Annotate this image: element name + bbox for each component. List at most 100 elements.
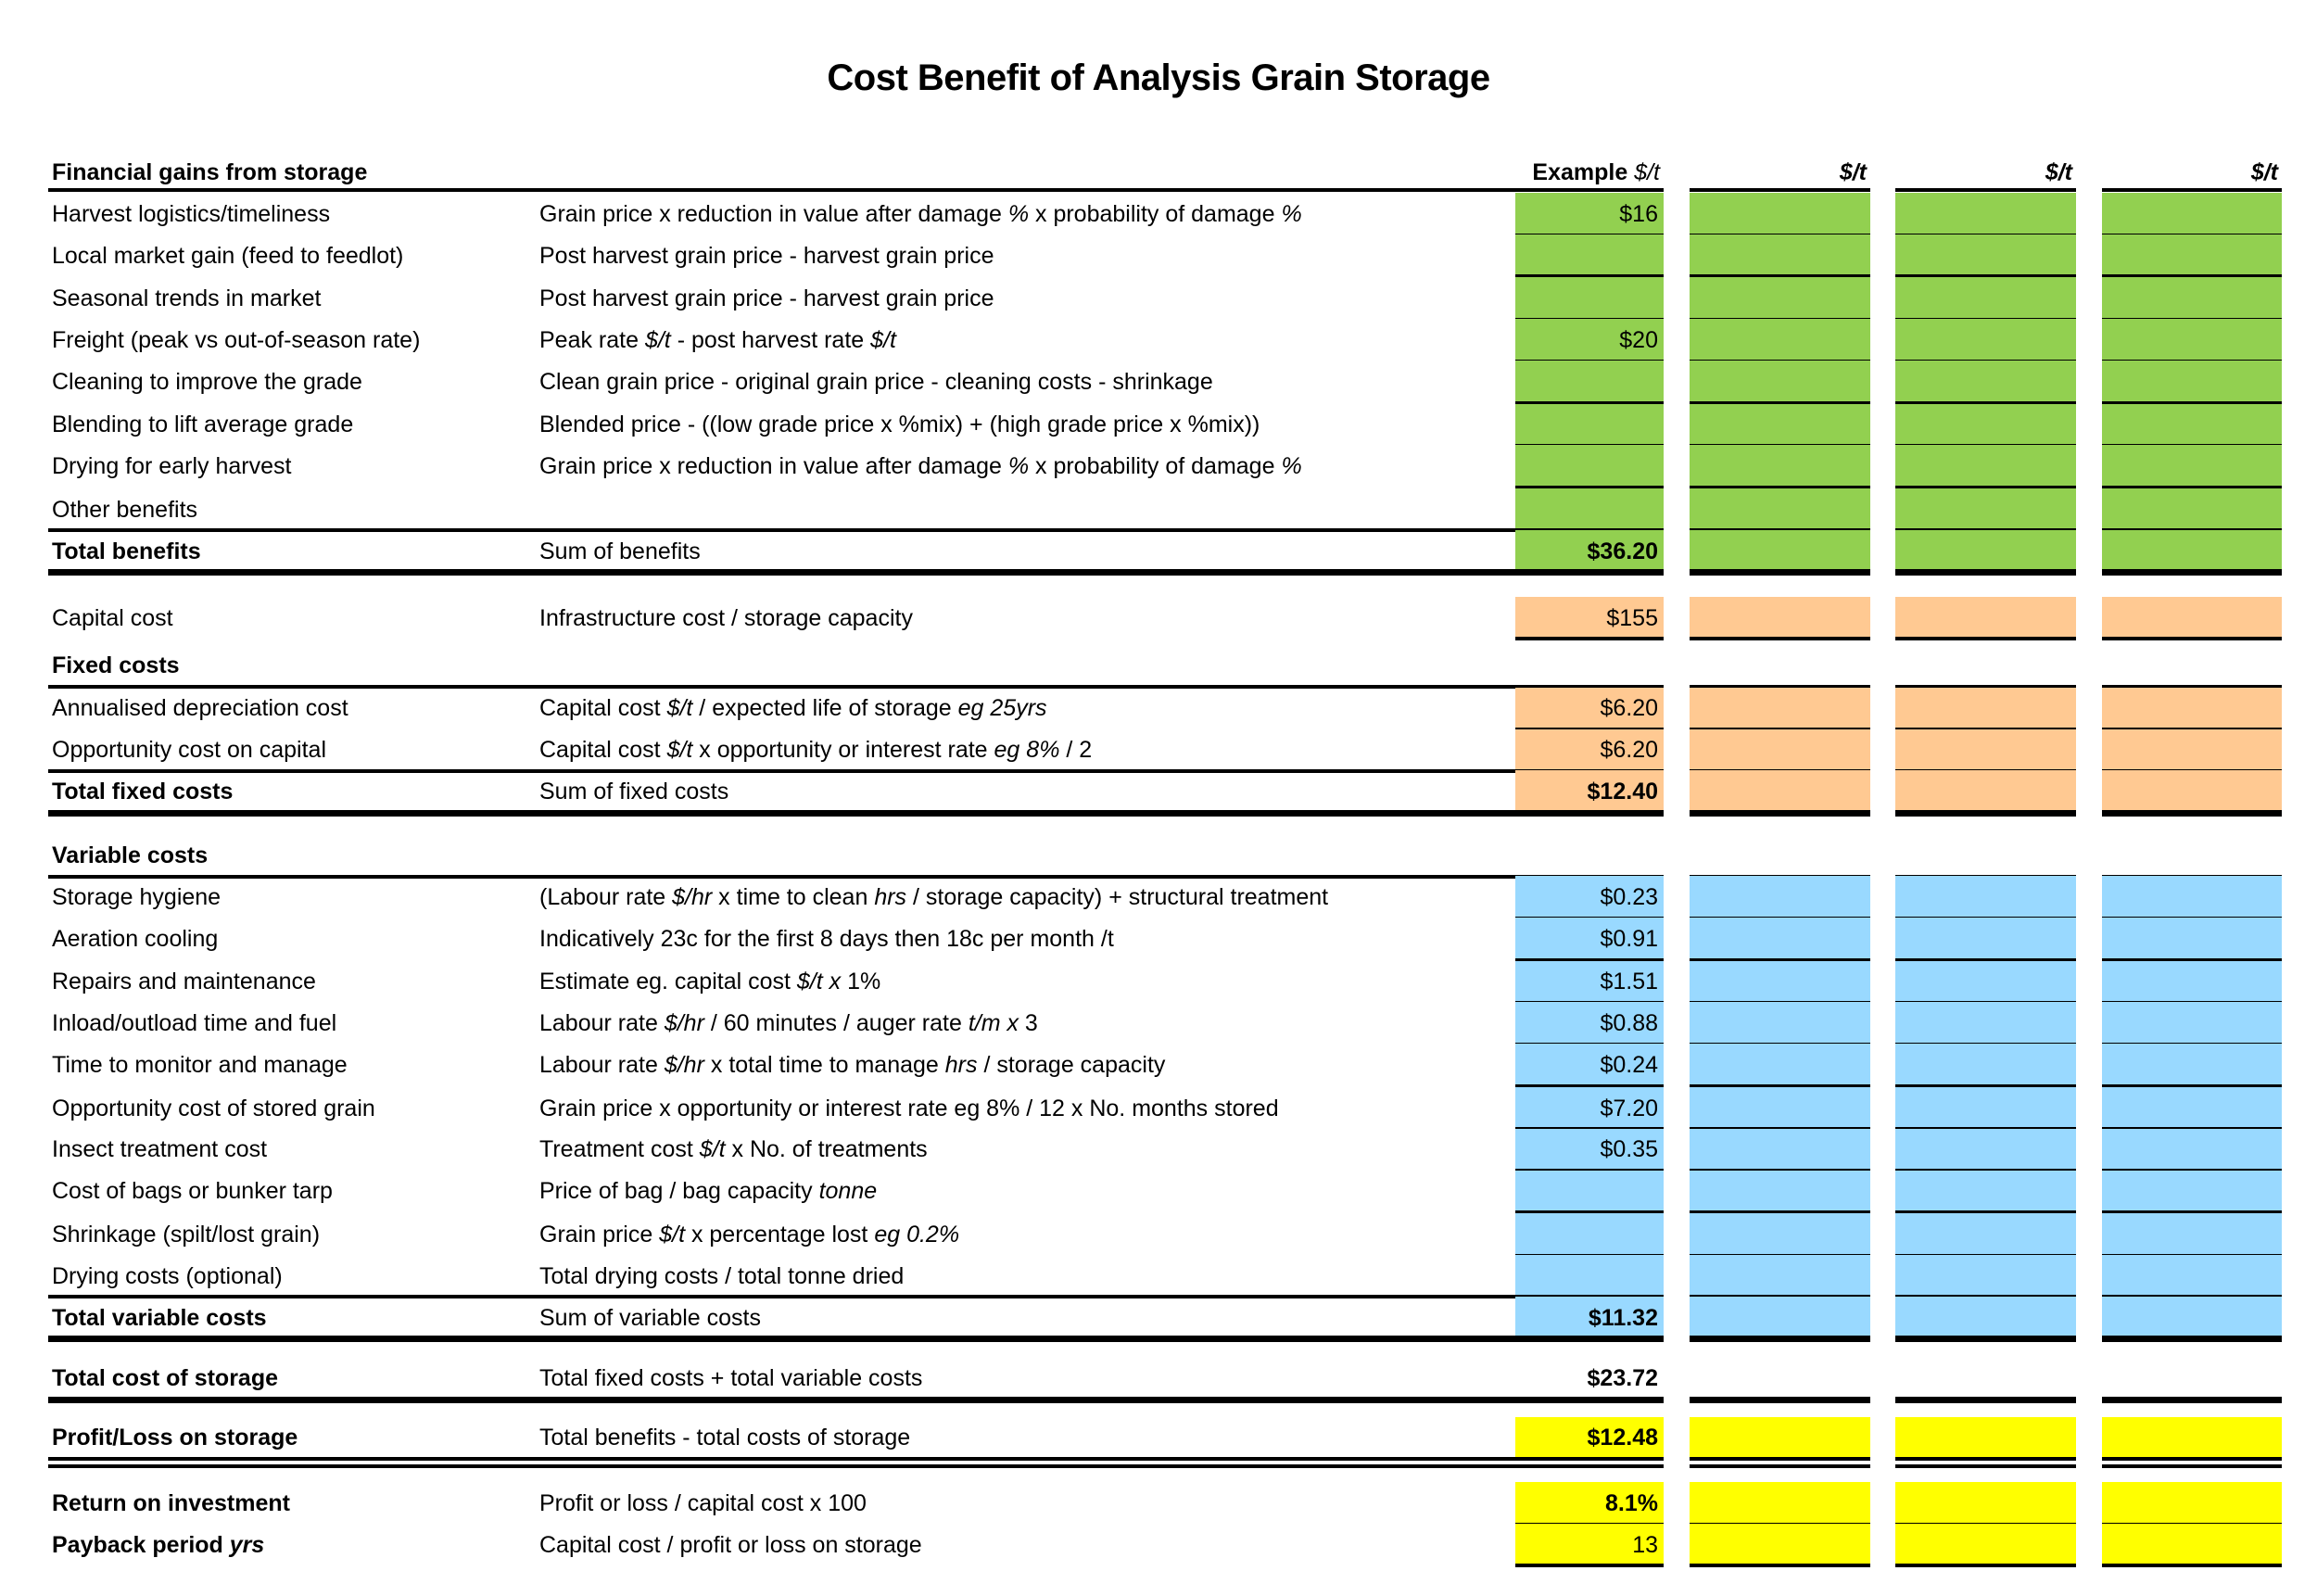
example-value-seasonal-trends-in-market[interactable] <box>1515 277 1658 320</box>
value-col2-profit-loss-on-storage[interactable] <box>1690 1416 1865 1459</box>
value-col4-inload-outload-time-and-fuel[interactable] <box>2102 1002 2276 1045</box>
value-col3-payback-period-yrs[interactable] <box>1895 1524 2070 1566</box>
value-col2-total-cost-of-storage[interactable] <box>1690 1357 1865 1400</box>
value-col2-local-market-gain-feed-to-feedlot[interactable] <box>1690 234 1865 277</box>
example-value-inload-outload-time-and-fuel[interactable]: $0.88 <box>1600 1010 1658 1037</box>
value-col2-return-on-investment[interactable] <box>1690 1482 1865 1525</box>
value-col2-annualised-depreciation-cost[interactable] <box>1690 687 1865 729</box>
value-col3-annualised-depreciation-cost[interactable] <box>1895 687 2070 729</box>
value-col3-profit-loss-on-storage[interactable] <box>1895 1416 2070 1459</box>
value-col2-other-benefits[interactable] <box>1690 488 1865 531</box>
example-value-drying-costs-optional[interactable] <box>1515 1255 1658 1298</box>
example-value-time-to-monitor-and-manage[interactable]: $0.24 <box>1600 1052 1658 1079</box>
value-col2-blending-to-lift-average-grade[interactable] <box>1690 403 1865 446</box>
value-col2-payback-period-yrs[interactable] <box>1690 1524 1865 1566</box>
value-col3-shrinkage-spilt-lost-grain[interactable] <box>1895 1213 2070 1256</box>
value-col3-inload-outload-time-and-fuel[interactable] <box>1895 1002 2070 1045</box>
value-col3-opportunity-cost-of-stored-grain[interactable] <box>1895 1087 2070 1130</box>
value-col3-time-to-monitor-and-manage[interactable] <box>1895 1044 2070 1086</box>
value-col3-local-market-gain-feed-to-feedlot[interactable] <box>1895 234 2070 277</box>
value-col3-drying-costs-optional[interactable] <box>1895 1255 2070 1298</box>
value-col4-total-benefits[interactable] <box>2102 530 2276 573</box>
value-col2-cost-of-bags-or-bunker-tarp[interactable] <box>1690 1170 1865 1212</box>
value-col4-capital-cost[interactable] <box>2102 597 2276 640</box>
value-col2-total-benefits[interactable] <box>1690 530 1865 573</box>
value-col4-total-cost-of-storage[interactable] <box>2102 1357 2276 1400</box>
example-value-cost-of-bags-or-bunker-tarp[interactable] <box>1515 1170 1658 1212</box>
value-col4-other-benefits[interactable] <box>2102 488 2276 531</box>
value-col4-shrinkage-spilt-lost-grain[interactable] <box>2102 1213 2276 1256</box>
example-value-profit-loss-on-storage[interactable]: $12.48 <box>1587 1425 1658 1451</box>
value-col2-shrinkage-spilt-lost-grain[interactable] <box>1690 1213 1865 1256</box>
value-col3-aeration-cooling[interactable] <box>1895 918 2070 960</box>
example-value-harvest-logistics-timeliness[interactable]: $16 <box>1619 200 1658 227</box>
value-col3-capital-cost[interactable] <box>1895 597 2070 640</box>
value-col4-total-variable-costs[interactable] <box>2102 1297 2276 1339</box>
value-col4-freight-peak-vs-out-of-season-rate[interactable] <box>2102 319 2276 361</box>
example-value-storage-hygiene[interactable]: $0.23 <box>1600 883 1658 910</box>
value-col4-blending-to-lift-average-grade[interactable] <box>2102 403 2276 446</box>
example-value-opportunity-cost-of-stored-grain[interactable]: $7.20 <box>1600 1095 1658 1121</box>
value-col3-other-benefits[interactable] <box>1895 488 2070 531</box>
example-value-drying-for-early-harvest[interactable] <box>1515 445 1658 488</box>
example-value-total-fixed-costs[interactable]: $12.40 <box>1587 779 1658 805</box>
value-col4-drying-for-early-harvest[interactable] <box>2102 445 2276 488</box>
example-value-cleaning-to-improve-the-grade[interactable] <box>1515 361 1658 403</box>
example-value-aeration-cooling[interactable]: $0.91 <box>1600 925 1658 952</box>
value-col4-insect-treatment-cost[interactable] <box>2102 1128 2276 1171</box>
value-col4-aeration-cooling[interactable] <box>2102 918 2276 960</box>
value-col3-opportunity-cost-on-capital[interactable] <box>1895 728 2070 771</box>
value-col4-cleaning-to-improve-the-grade[interactable] <box>2102 361 2276 403</box>
value-col2-repairs-and-maintenance[interactable] <box>1690 960 1865 1003</box>
value-col3-total-fixed-costs[interactable] <box>1895 770 2070 813</box>
value-col2-time-to-monitor-and-manage[interactable] <box>1690 1044 1865 1086</box>
value-col4-drying-costs-optional[interactable] <box>2102 1255 2276 1298</box>
example-value-opportunity-cost-on-capital[interactable]: $6.20 <box>1600 737 1658 764</box>
value-col3-return-on-investment[interactable] <box>1895 1482 2070 1525</box>
value-col4-local-market-gain-feed-to-feedlot[interactable] <box>2102 234 2276 277</box>
value-col2-drying-costs-optional[interactable] <box>1690 1255 1865 1298</box>
value-col3-total-benefits[interactable] <box>1895 530 2070 573</box>
example-value-blending-to-lift-average-grade[interactable] <box>1515 403 1658 446</box>
value-col2-freight-peak-vs-out-of-season-rate[interactable] <box>1690 319 1865 361</box>
value-col4-storage-hygiene[interactable] <box>2102 876 2276 918</box>
example-value-freight-peak-vs-out-of-season-rate[interactable]: $20 <box>1619 326 1658 353</box>
example-value-repairs-and-maintenance[interactable]: $1.51 <box>1600 969 1658 995</box>
value-col3-insect-treatment-cost[interactable] <box>1895 1128 2070 1171</box>
value-col3-blending-to-lift-average-grade[interactable] <box>1895 403 2070 446</box>
value-col4-total-fixed-costs[interactable] <box>2102 770 2276 813</box>
example-value-insect-treatment-cost[interactable]: $0.35 <box>1600 1136 1658 1163</box>
value-col3-seasonal-trends-in-market[interactable] <box>1895 277 2070 320</box>
value-col4-return-on-investment[interactable] <box>2102 1482 2276 1525</box>
example-value-annualised-depreciation-cost[interactable]: $6.20 <box>1600 695 1658 722</box>
value-col3-freight-peak-vs-out-of-season-rate[interactable] <box>1895 319 2070 361</box>
value-col3-cost-of-bags-or-bunker-tarp[interactable] <box>1895 1170 2070 1212</box>
value-col4-payback-period-yrs[interactable] <box>2102 1524 2276 1566</box>
example-value-other-benefits[interactable] <box>1515 488 1658 531</box>
value-col2-inload-outload-time-and-fuel[interactable] <box>1690 1002 1865 1045</box>
value-col2-cleaning-to-improve-the-grade[interactable] <box>1690 361 1865 403</box>
value-col3-cleaning-to-improve-the-grade[interactable] <box>1895 361 2070 403</box>
value-col2-opportunity-cost-of-stored-grain[interactable] <box>1690 1087 1865 1130</box>
example-value-total-variable-costs[interactable]: $11.32 <box>1588 1304 1658 1331</box>
value-col2-total-variable-costs[interactable] <box>1690 1297 1865 1339</box>
value-col4-harvest-logistics-timeliness[interactable] <box>2102 193 2276 235</box>
example-value-return-on-investment[interactable]: 8.1% <box>1605 1489 1658 1516</box>
value-col3-total-variable-costs[interactable] <box>1895 1297 2070 1339</box>
example-value-payback-period-yrs[interactable]: 13 <box>1632 1531 1658 1558</box>
example-value-total-cost-of-storage[interactable]: $23.72 <box>1587 1365 1658 1392</box>
value-col3-total-cost-of-storage[interactable] <box>1895 1357 2070 1400</box>
value-col2-insect-treatment-cost[interactable] <box>1690 1128 1865 1171</box>
value-col4-time-to-monitor-and-manage[interactable] <box>2102 1044 2276 1086</box>
value-col4-cost-of-bags-or-bunker-tarp[interactable] <box>2102 1170 2276 1212</box>
value-col4-opportunity-cost-on-capital[interactable] <box>2102 728 2276 771</box>
value-col2-opportunity-cost-on-capital[interactable] <box>1690 728 1865 771</box>
value-col2-harvest-logistics-timeliness[interactable] <box>1690 193 1865 235</box>
example-value-total-benefits[interactable]: $36.20 <box>1587 538 1658 564</box>
value-col2-storage-hygiene[interactable] <box>1690 876 1865 918</box>
value-col4-seasonal-trends-in-market[interactable] <box>2102 277 2276 320</box>
value-col3-storage-hygiene[interactable] <box>1895 876 2070 918</box>
value-col3-repairs-and-maintenance[interactable] <box>1895 960 2070 1003</box>
value-col3-drying-for-early-harvest[interactable] <box>1895 445 2070 488</box>
example-value-capital-cost[interactable]: $155 <box>1606 604 1658 631</box>
